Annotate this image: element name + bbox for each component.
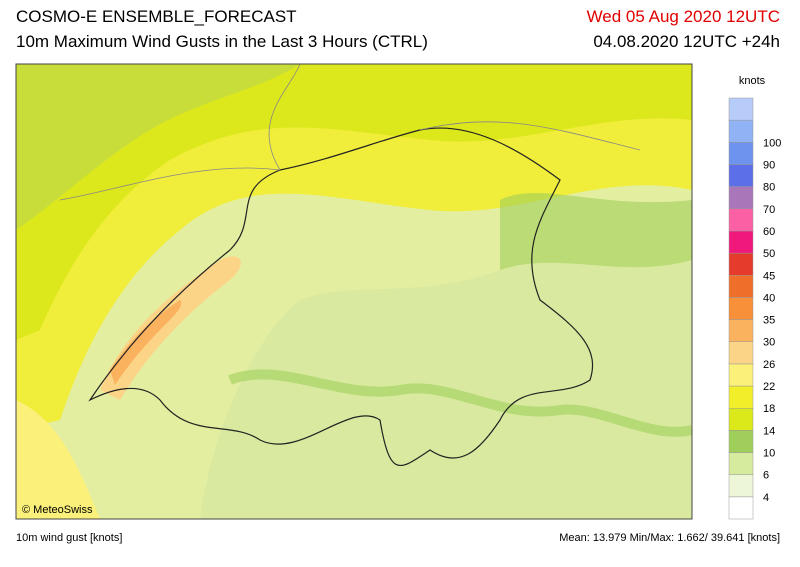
- legend-swatch: [728, 97, 754, 121]
- legend-swatch: [728, 297, 754, 320]
- legend-swatch: [728, 275, 754, 298]
- legend-swatch: [728, 252, 754, 276]
- legend-label: 50: [763, 248, 775, 260]
- legend-swatch: [728, 230, 754, 254]
- legend-swatch: [728, 164, 754, 187]
- legend-swatch: [728, 496, 754, 520]
- legend-label: 100: [763, 137, 781, 149]
- legend-label: 70: [763, 204, 775, 216]
- legend-swatch: [728, 341, 754, 365]
- legend-swatch: [728, 319, 754, 342]
- legend-label: 30: [763, 337, 775, 349]
- footer-right: Mean: 13.979 Min/Max: 1.662/ 39.641 [kno…: [559, 532, 780, 544]
- legend-swatch: [728, 142, 754, 165]
- legend-label: 22: [763, 381, 775, 393]
- valid-time: Wed 05 Aug 2020 12UTC: [587, 7, 780, 26]
- legend-swatch: [728, 474, 754, 498]
- legend-label: 45: [763, 270, 775, 282]
- legend-label: 6: [763, 470, 769, 482]
- legend: knots 4 6 10 14 18 22 26 30 35 40 45 50 60 70 80 90 100: [728, 75, 781, 520]
- legend-swatch: [728, 385, 754, 409]
- run-time: 04.08.2020 12UTC +24h: [593, 32, 780, 51]
- legend-swatch: [728, 208, 754, 232]
- credit: © MeteoSwiss: [22, 504, 93, 516]
- legend-label: 80: [763, 182, 775, 194]
- legend-label: 18: [763, 403, 775, 415]
- legend-swatch: [728, 363, 754, 387]
- legend-label: 60: [763, 226, 775, 238]
- legend-swatch: [728, 430, 754, 453]
- legend-swatch: [728, 119, 754, 143]
- subtitle: 10m Maximum Wind Gusts in the Last 3 Hou…: [16, 32, 428, 51]
- legend-label: 10: [763, 448, 775, 460]
- title: COSMO-E ENSEMBLE_FORECAST: [16, 7, 297, 26]
- footer-left: 10m wind gust [knots]: [16, 532, 122, 544]
- legend-swatch: [728, 186, 754, 210]
- legend-label: 35: [763, 315, 775, 327]
- map: © MeteoSwiss: [15, 63, 693, 520]
- legend-swatch: [728, 407, 754, 431]
- legend-swatch: [728, 452, 754, 475]
- legend-label: 4: [763, 492, 769, 504]
- legend-label: 40: [763, 292, 775, 304]
- legend-label: 14: [763, 425, 775, 437]
- legend-label: 90: [763, 159, 775, 171]
- legend-label: 26: [763, 359, 775, 371]
- legend-unit: knots: [739, 75, 766, 87]
